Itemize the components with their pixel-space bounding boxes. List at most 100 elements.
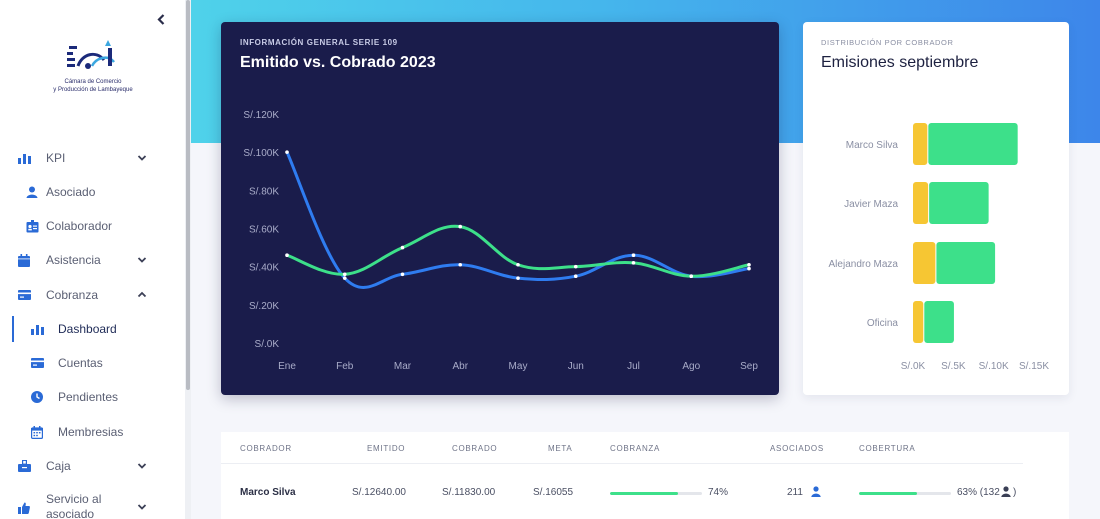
sidebar-item-caja[interactable]: Caja xyxy=(0,451,185,481)
table-header-divider xyxy=(221,463,1023,464)
logo-line-2: y Producción de Lambayeque xyxy=(53,87,133,93)
column-header-emitido: EMITIDO xyxy=(367,444,406,453)
cell-asociados: 211 xyxy=(787,487,803,498)
bar-a xyxy=(913,182,929,224)
y-tick-label: S/.100K xyxy=(243,148,279,159)
sidebar-item-label: Dashboard xyxy=(58,322,117,336)
x-tick-label: Feb xyxy=(336,361,354,372)
calendar-grid-icon xyxy=(30,425,44,439)
chevron-up-icon xyxy=(137,291,147,298)
cobertura-progress xyxy=(859,492,951,495)
data-point xyxy=(342,276,347,280)
cash-box-icon xyxy=(17,459,31,473)
sidebar-item-cobranza[interactable]: Cobranza xyxy=(0,280,185,310)
sidebar: Cámara de Comercio y Producción de Lamba… xyxy=(0,0,185,519)
active-indicator xyxy=(12,316,14,342)
x-tick-label: Ene xyxy=(278,361,296,372)
sidebar-item-asistencia[interactable]: Asistencia xyxy=(0,245,185,275)
bar-chart-kicker: DISTRIBUCIÓN POR COBRADOR xyxy=(821,38,954,47)
y-tick-label: S/.60K xyxy=(249,225,279,236)
sidebar-item-label: Cobranza xyxy=(46,288,99,302)
user-icon xyxy=(25,185,39,199)
sidebar-item-label: Servicio al asociado xyxy=(46,492,102,519)
collectors-table: COBRADOR EMITIDO COBRADO META COBRANZA A… xyxy=(221,432,1069,519)
cell-emitido: S/.12640.00 xyxy=(352,487,406,498)
bar-chart-card: Marco Silva Javier Maza Alejandro Maza Ofic… xyxy=(803,22,1069,395)
cell-cobrador: Marco Silva xyxy=(240,487,296,498)
sidebar-item-label: Colaborador xyxy=(46,219,113,233)
y-tick-label: S/.20K xyxy=(249,301,279,312)
category-label: Marco Silva xyxy=(846,140,899,151)
card-icon xyxy=(30,356,44,370)
x-tick-label: Sep xyxy=(740,361,758,372)
thumbs-up-icon xyxy=(17,501,31,515)
y-tick-label: S/.120K xyxy=(243,110,279,121)
sidebar-item-pendientes[interactable]: Pendientes xyxy=(0,382,185,412)
bar-a xyxy=(913,242,936,284)
line-chart: S/.0K S/.20K S/.40K S/.60K S/.80K S/.100K S/.1… xyxy=(243,110,758,372)
chevron-down-icon xyxy=(137,155,147,161)
cell-cobrado: S/.11830.00 xyxy=(442,487,496,498)
x-tick-label: Mar xyxy=(394,361,412,372)
line-chart-title: Emitido vs. Cobrado 2023 xyxy=(240,54,436,71)
calendar-icon xyxy=(17,253,31,267)
x-tick-label: S/.5K xyxy=(941,361,966,372)
sidebar-item-asociado[interactable]: Asociado xyxy=(0,177,185,207)
chevron-down-icon xyxy=(137,257,147,263)
category-label: Javier Maza xyxy=(844,199,898,210)
sidebar-item-label: Asociado xyxy=(46,185,96,199)
x-tick-label: Jul xyxy=(627,361,640,372)
chevron-down-icon xyxy=(137,463,147,469)
data-point xyxy=(400,272,405,277)
data-point xyxy=(285,253,289,258)
bar-a xyxy=(913,123,928,165)
sidebar-item-label: Caja xyxy=(46,459,71,473)
bar-chart: Marco Silva Javier Maza Alejandro Maza Ofic… xyxy=(829,123,1049,372)
cell-meta: S/.16055 xyxy=(533,487,574,498)
cell-cobranza-pct: 74% xyxy=(708,487,729,498)
sidebar-item-dashboard[interactable]: Dashboard xyxy=(0,314,185,344)
sidebar-item-colaborador[interactable]: Colaborador xyxy=(0,211,185,241)
sidebar-item-cuentas[interactable]: Cuentas xyxy=(0,348,185,378)
bar-b xyxy=(929,182,989,224)
data-point xyxy=(400,245,405,250)
data-point xyxy=(342,272,347,277)
series-line-cobrado xyxy=(285,224,751,278)
sidebar-item-membresias[interactable]: Membresias xyxy=(0,417,185,447)
sidebar-item-kpi[interactable]: KPI xyxy=(0,143,185,173)
data-point xyxy=(458,224,463,229)
column-header-cobertura: COBERTURA xyxy=(859,444,916,453)
x-tick-label: S/.0K xyxy=(901,361,926,372)
data-point xyxy=(747,262,751,267)
data-point xyxy=(458,262,463,267)
chamber-logo-icon xyxy=(67,40,115,69)
bar-b xyxy=(924,301,954,343)
column-header-asociados: ASOCIADOS xyxy=(770,444,824,453)
bar-chart-icon xyxy=(17,151,31,165)
sidebar-scrollbar[interactable] xyxy=(185,0,191,519)
bar-chart-icon xyxy=(30,322,44,336)
collapse-sidebar-button[interactable] xyxy=(154,12,168,26)
category-label: Oficina xyxy=(867,318,899,329)
user-icon xyxy=(811,486,821,497)
data-point xyxy=(516,276,520,280)
cobranza-progress xyxy=(610,492,702,495)
x-tick-label: Abr xyxy=(452,361,468,372)
sidebar-item-label: Asistencia xyxy=(46,253,101,267)
chevron-down-icon xyxy=(137,504,147,510)
cobertura-progress-fill xyxy=(859,492,917,495)
data-point xyxy=(573,274,578,279)
card-icon xyxy=(17,288,31,302)
column-header-meta: META xyxy=(548,444,573,453)
x-tick-label: May xyxy=(509,361,528,372)
bar-chart-title: Emisiones septiembre xyxy=(821,54,979,71)
cell-cobertura: 63% (132 xyxy=(957,487,1000,498)
data-point xyxy=(631,261,636,265)
x-tick-label: Ago xyxy=(682,361,700,372)
sidebar-item-servicio-asociado[interactable]: Servicio al asociado xyxy=(0,485,185,519)
clock-icon xyxy=(30,390,44,404)
bar-b xyxy=(936,242,996,284)
scrollbar-thumb[interactable] xyxy=(186,0,190,390)
x-tick-label: S/.15K xyxy=(1019,361,1049,372)
data-point xyxy=(747,266,751,271)
